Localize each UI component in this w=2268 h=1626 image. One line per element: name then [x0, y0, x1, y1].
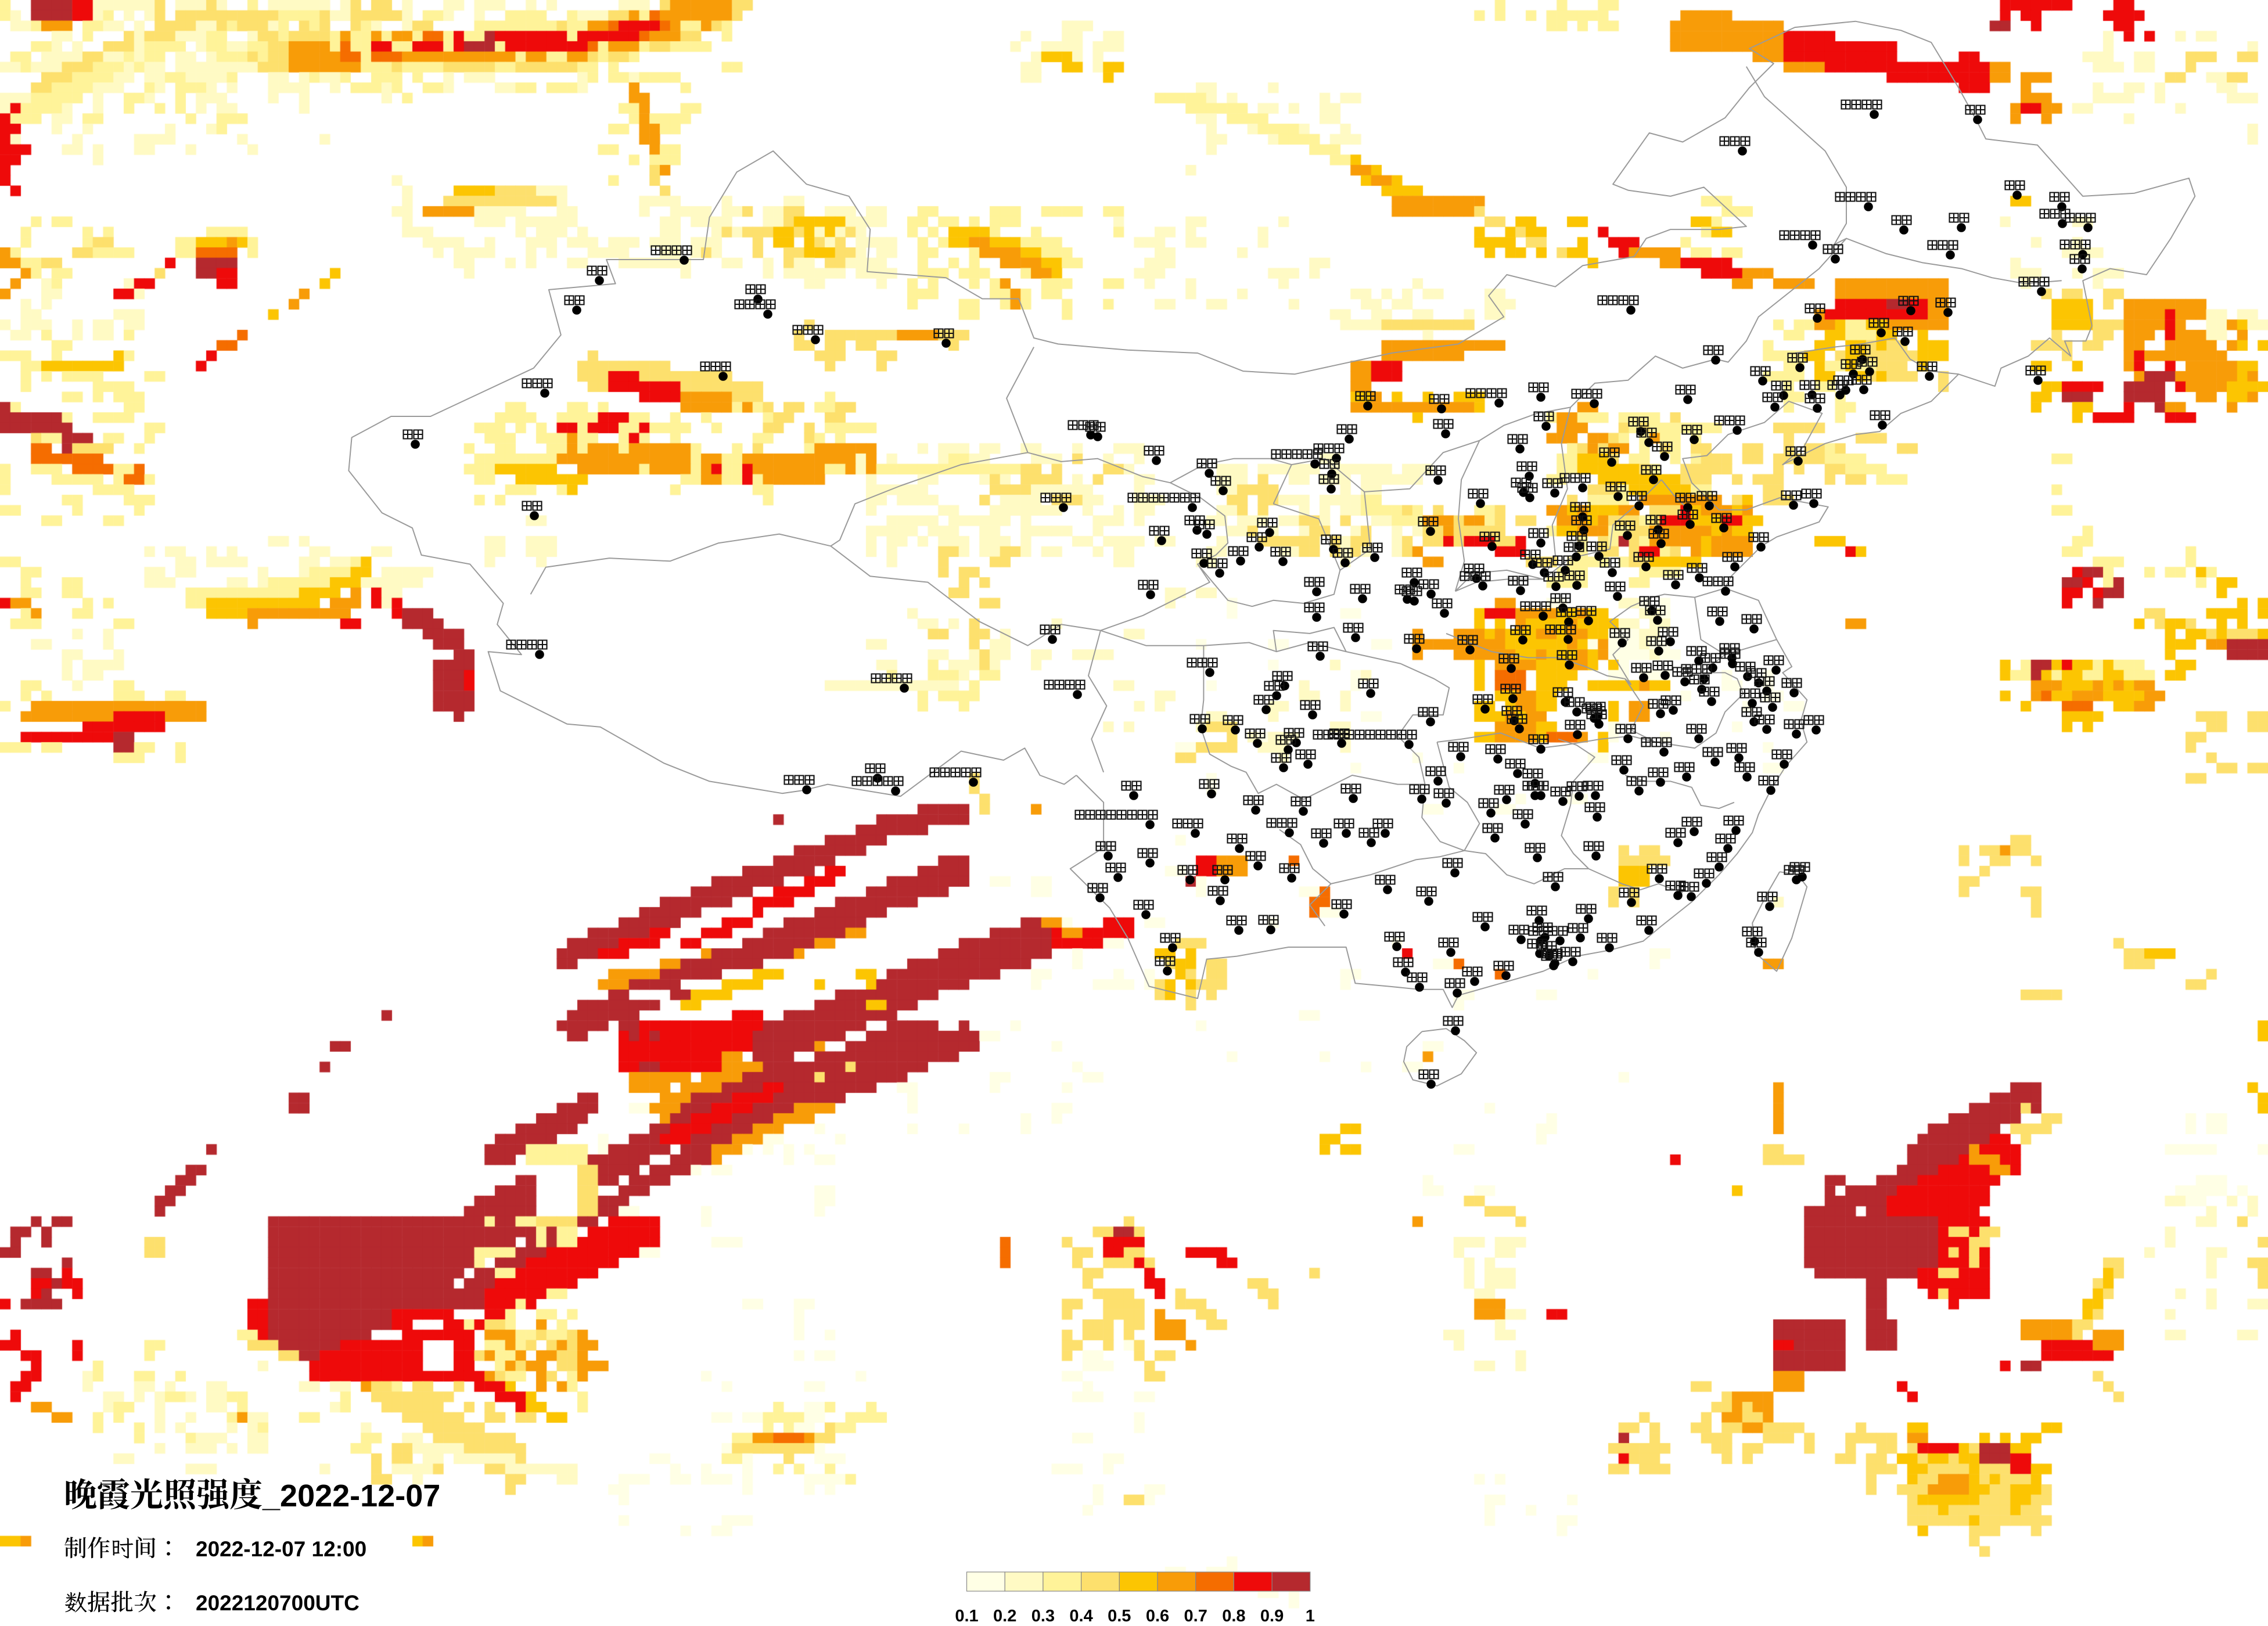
- svg-text:0.7: 0.7: [1184, 1607, 1207, 1625]
- svg-text:0.6: 0.6: [1146, 1607, 1169, 1625]
- svg-text:2022120700UTC: 2022120700UTC: [196, 1591, 360, 1615]
- svg-text:1: 1: [1306, 1607, 1315, 1625]
- svg-text:0.8: 0.8: [1222, 1607, 1245, 1625]
- svg-text:0.3: 0.3: [1031, 1607, 1055, 1625]
- svg-text:2022-12-07 12:00: 2022-12-07 12:00: [196, 1537, 366, 1561]
- svg-text:0.9: 0.9: [1260, 1607, 1284, 1625]
- svg-text:0.2: 0.2: [993, 1607, 1016, 1625]
- svg-text:0.5: 0.5: [1108, 1607, 1131, 1625]
- svg-text:_2022-12-07: _2022-12-07: [262, 1478, 440, 1513]
- svg-text:0.1: 0.1: [955, 1607, 978, 1625]
- svg-text:0.4: 0.4: [1069, 1607, 1092, 1625]
